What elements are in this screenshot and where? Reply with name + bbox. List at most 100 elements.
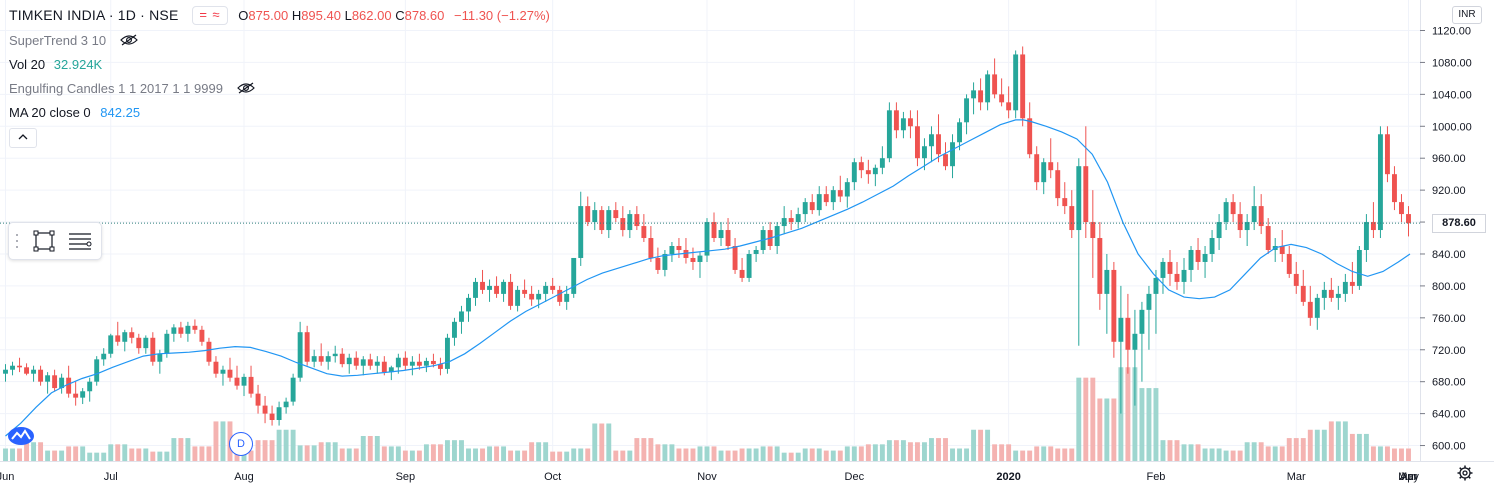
candle xyxy=(262,396,268,424)
candle xyxy=(1209,230,1215,262)
y-tick-label: 960.00 xyxy=(1432,153,1466,165)
candle xyxy=(872,164,878,187)
rectangle-tool-icon[interactable] xyxy=(31,228,57,254)
volume-bar xyxy=(430,444,436,461)
candle-body xyxy=(683,249,689,258)
candle xyxy=(129,327,135,344)
candle-body xyxy=(38,369,44,382)
candle-body xyxy=(550,285,556,290)
candle-body xyxy=(1237,214,1243,231)
candle-body xyxy=(367,359,373,366)
volume-bar xyxy=(1307,429,1313,461)
candle xyxy=(1090,190,1096,278)
volume-bar xyxy=(178,438,184,461)
symbol-title[interactable]: TIMKEN INDIA · 1D · NSE xyxy=(9,7,179,24)
candle xyxy=(494,276,500,298)
candle-body xyxy=(957,122,962,143)
candle-body xyxy=(662,253,668,270)
volume-bar xyxy=(395,446,401,461)
candle xyxy=(1153,269,1159,334)
volume-bar xyxy=(1111,398,1117,461)
candle-body xyxy=(536,293,542,300)
currency-badge[interactable]: INR xyxy=(1452,6,1482,24)
candle-body xyxy=(627,214,633,231)
volume-bar xyxy=(108,444,114,461)
volume-bar xyxy=(739,448,745,461)
candle-body xyxy=(1321,289,1327,298)
indicator-volume[interactable]: Vol 20 32.924K xyxy=(9,57,102,72)
settings-gear-icon[interactable] xyxy=(1457,465,1473,481)
candle xyxy=(571,257,577,298)
candle-body xyxy=(297,332,303,378)
candle-body xyxy=(241,376,247,386)
candle-body xyxy=(781,218,787,227)
candle xyxy=(1314,293,1320,330)
drawing-toolbar[interactable] xyxy=(8,222,102,260)
volume-bar xyxy=(1384,446,1390,461)
volume-bar xyxy=(893,440,899,461)
candle xyxy=(627,210,633,239)
candle-body xyxy=(1349,281,1355,286)
candle-body xyxy=(985,74,991,103)
candle-body xyxy=(52,375,58,389)
candle xyxy=(851,158,857,191)
volume-bar xyxy=(388,446,394,461)
candle-body xyxy=(950,142,955,167)
eye-hidden-icon[interactable] xyxy=(236,82,255,97)
volume-bar xyxy=(936,438,941,461)
candle-body xyxy=(1392,174,1397,203)
candle-body xyxy=(557,289,563,302)
compare-toggle[interactable]: = ≈ xyxy=(192,6,229,25)
candle xyxy=(648,226,654,262)
candle xyxy=(823,186,829,207)
candle-body xyxy=(10,365,15,370)
volume-bar xyxy=(1265,446,1271,461)
candle-body xyxy=(1153,277,1159,294)
indicator-engulfing[interactable]: Engulfing Candles 1 1 2017 1 1 9999 xyxy=(9,81,255,97)
candle-body xyxy=(669,246,675,254)
candle xyxy=(1160,257,1166,294)
candle xyxy=(143,335,149,354)
candle xyxy=(676,238,682,258)
volume-bar xyxy=(248,450,254,461)
volume-bar xyxy=(914,442,920,461)
volume-bar xyxy=(494,446,500,461)
candle xyxy=(1097,222,1103,310)
candle xyxy=(957,118,962,151)
volume-bar xyxy=(858,446,864,461)
volume-bar xyxy=(185,438,191,461)
candle-body xyxy=(1006,102,1012,111)
candle xyxy=(108,333,114,358)
candle xyxy=(444,333,450,374)
candle xyxy=(220,365,226,386)
volume-bar xyxy=(1335,421,1341,461)
volume-bar xyxy=(480,448,485,461)
candle xyxy=(655,247,661,274)
candle-body xyxy=(150,337,156,362)
candle xyxy=(1125,293,1131,374)
tradingview-logo-icon[interactable] xyxy=(7,426,35,446)
candle-body xyxy=(851,162,857,183)
eye-hidden-icon[interactable] xyxy=(119,34,138,49)
drag-handle-icon[interactable] xyxy=(15,232,19,250)
candle xyxy=(234,365,240,390)
candle-body xyxy=(269,413,275,420)
candle-body xyxy=(31,369,37,374)
volume-bar xyxy=(788,452,794,461)
volume-bar xyxy=(1146,388,1152,461)
dividend-badge[interactable]: D xyxy=(229,432,253,456)
volume-bar xyxy=(1230,450,1236,461)
candle-body xyxy=(1174,273,1180,282)
candle-body xyxy=(1293,273,1299,286)
indicator-ma[interactable]: MA 20 close 0 842.25 xyxy=(9,105,140,120)
candle xyxy=(795,207,801,229)
indicator-supertrend[interactable]: SuperTrend 3 10 xyxy=(9,33,138,49)
volume-bar xyxy=(943,438,948,461)
collapse-legend-button[interactable] xyxy=(9,128,37,148)
y-tick-label: 760.00 xyxy=(1432,313,1466,325)
lines-tool-icon[interactable] xyxy=(67,228,93,254)
volume-bar xyxy=(487,446,492,461)
x-tick-label: Nov xyxy=(697,471,717,483)
candle xyxy=(290,373,296,406)
